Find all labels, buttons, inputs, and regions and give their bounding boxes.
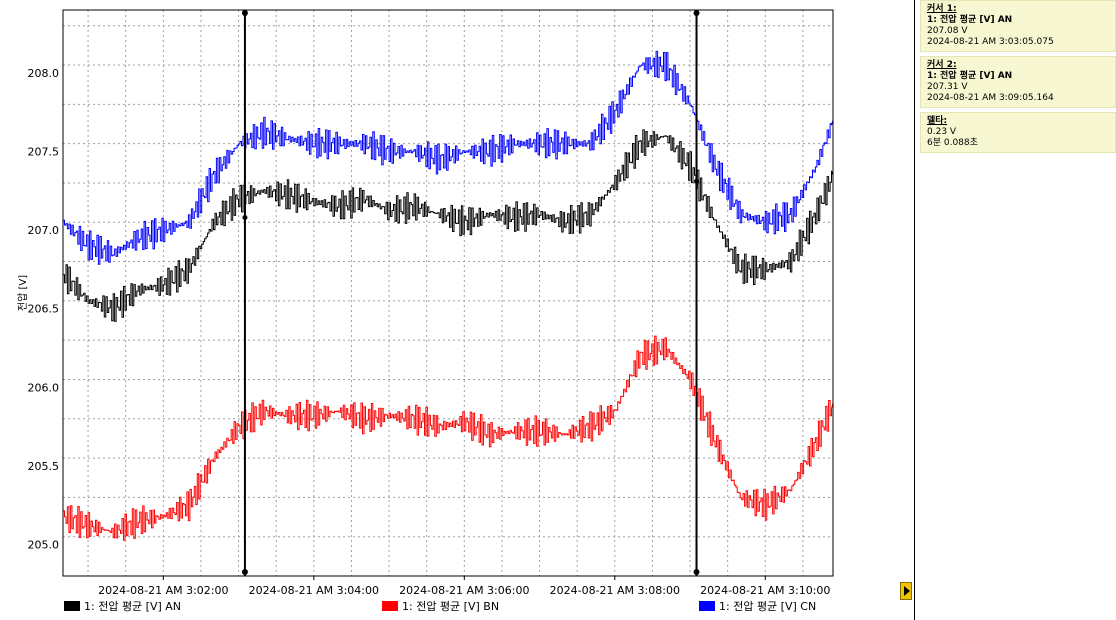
y-tick-label: 206.5: [28, 303, 60, 316]
x-tick-label: 2024-08-21 AM 3:06:00: [399, 584, 529, 597]
cursor-info-panel: 커서 1: 1: 전압 평균 [V] AN 207.08 V 2024-08-2…: [920, 0, 1116, 620]
cursor2-info: 커서 2: 1: 전압 평균 [V] AN 207.31 V 2024-08-2…: [920, 56, 1116, 108]
series-line-2: [63, 335, 834, 541]
cursor1-series: 1: 전압 평균 [V] AN: [927, 15, 1013, 25]
plot-frame: [62, 9, 834, 577]
cursor1-title: 커서 1:: [927, 4, 957, 14]
cursor-1-bottom-handle[interactable]: [241, 569, 248, 575]
y-tick-label: 208.0: [28, 67, 60, 80]
cursors[interactable]: [241, 10, 700, 576]
delta-title: 델타:: [927, 116, 948, 126]
legend-swatch-cn: [699, 601, 715, 611]
cursor-2-top-handle[interactable]: [693, 10, 700, 16]
panel-divider: [914, 0, 915, 620]
series-line-3: [63, 50, 834, 265]
grid: [63, 10, 833, 577]
delta-time: 6분 0.088초: [927, 138, 978, 148]
cursor-1-marker: [242, 215, 248, 221]
y-tick-label: 207.0: [28, 224, 60, 237]
legend-label-bn: 1: 전압 평균 [V] BN: [402, 600, 500, 613]
y-tick-label: 206.0: [28, 381, 60, 394]
delta-info: 델타: 0.23 V 6분 0.088초: [920, 112, 1116, 153]
voltage-chart[interactable]: 205.0 205.5 206.0 206.5 207.0 207.5 208.0 2024…: [0, 0, 900, 620]
cursor-2-bottom-handle[interactable]: [693, 569, 700, 575]
legend-item-bn[interactable]: 1: 전압 평균 [V] BN: [382, 598, 499, 614]
legend-swatch-an: [64, 601, 80, 611]
cursor-2-marker: [694, 178, 700, 184]
y-tick-label: 205.5: [28, 460, 60, 473]
cursor2-time: 2024-08-21 AM 3:09:05.164: [927, 93, 1054, 103]
legend-swatch-bn: [382, 601, 398, 611]
series-lines: [63, 50, 834, 541]
series-line-1: [63, 129, 834, 322]
cursor-1-top-handle[interactable]: [241, 10, 248, 16]
cursor1-time: 2024-08-21 AM 3:03:05.075: [927, 37, 1054, 47]
legend-label-cn: 1: 전압 평균 [V] CN: [719, 600, 817, 613]
expand-panel-arrow-icon[interactable]: [900, 582, 912, 600]
x-tick-label: 2024-08-21 AM 3:10:00: [700, 584, 830, 597]
y-tick-labels: 205.0 205.5 206.0 206.5 207.0 207.5 208.0: [28, 67, 60, 552]
cursor2-series: 1: 전압 평균 [V] AN: [927, 71, 1013, 81]
cursor2-title: 커서 2:: [927, 60, 957, 70]
delta-value: 0.23 V: [927, 127, 957, 137]
cursor1-value: 207.08 V: [927, 26, 968, 36]
x-tick-labels: 2024-08-21 AM 3:02:00 2024-08-21 AM 3:04:…: [98, 576, 830, 597]
legend-label-an: 1: 전압 평균 [V] AN: [84, 600, 182, 613]
x-tick-label: 2024-08-21 AM 3:02:00: [98, 584, 228, 597]
y-tick-label: 205.0: [28, 539, 60, 552]
x-tick-label: 2024-08-21 AM 3:04:00: [249, 584, 379, 597]
cursor1-info: 커서 1: 1: 전압 평균 [V] AN 207.08 V 2024-08-2…: [920, 0, 1116, 52]
cursor2-value: 207.31 V: [927, 82, 968, 92]
x-tick-label: 2024-08-21 AM 3:08:00: [550, 584, 680, 597]
legend-item-an[interactable]: 1: 전압 평균 [V] AN: [64, 598, 181, 614]
y-tick-label: 207.5: [28, 146, 60, 159]
y-axis-label: 전압 [V]: [16, 275, 29, 311]
legend-item-cn[interactable]: 1: 전압 평균 [V] CN: [699, 598, 816, 614]
